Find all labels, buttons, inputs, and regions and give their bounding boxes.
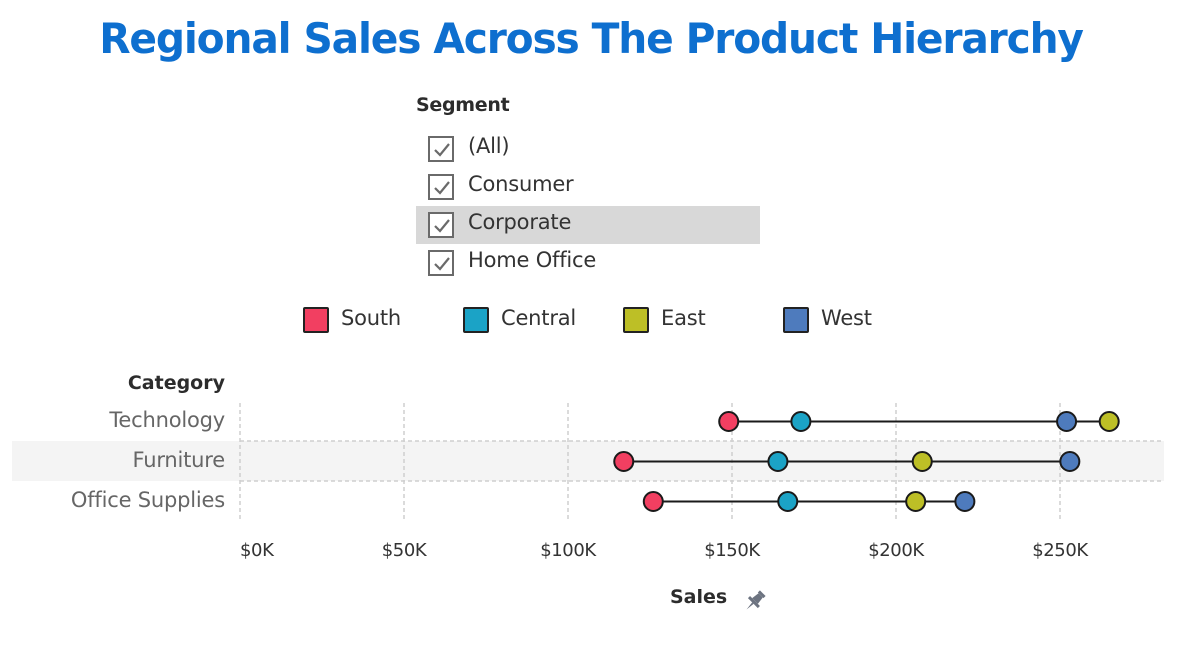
segment-option-label: Corporate bbox=[468, 210, 572, 234]
checkmark-icon bbox=[434, 143, 450, 157]
x-tick-label: $250K bbox=[1032, 540, 1088, 561]
legend-swatch bbox=[783, 307, 809, 333]
data-point-east bbox=[911, 451, 933, 472]
data-point-west bbox=[1056, 411, 1078, 432]
data-point-central bbox=[790, 411, 812, 432]
x-tick-label: $100K bbox=[540, 540, 596, 561]
x-tick-label: $50K bbox=[381, 540, 427, 561]
data-point-central bbox=[777, 491, 799, 512]
checkmark-icon bbox=[434, 257, 450, 271]
segment-option-label: Consumer bbox=[468, 172, 574, 196]
segment-checkbox[interactable] bbox=[428, 174, 454, 200]
data-point-east bbox=[1098, 411, 1120, 432]
legend-label: West bbox=[821, 306, 872, 330]
segment-option[interactable]: Home Office bbox=[416, 244, 760, 282]
pin-icon[interactable] bbox=[742, 588, 768, 618]
x-tick-label: $200K bbox=[868, 540, 924, 561]
data-point-south bbox=[642, 491, 664, 512]
data-point-west bbox=[1059, 451, 1081, 472]
segment-option[interactable]: Corporate bbox=[416, 206, 760, 244]
segment-option[interactable]: Consumer bbox=[416, 168, 760, 206]
data-point-south bbox=[718, 411, 740, 432]
x-axis-title: Sales bbox=[670, 586, 728, 608]
legend-label: South bbox=[341, 306, 402, 330]
x-tick-label: $150K bbox=[704, 540, 760, 561]
segment-filter-title: Segment bbox=[416, 94, 510, 116]
legend-swatch bbox=[623, 307, 649, 333]
legend-swatch bbox=[463, 307, 489, 333]
segment-option[interactable]: (All) bbox=[416, 130, 760, 168]
category-label: Office Supplies bbox=[70, 488, 225, 512]
checkmark-icon bbox=[434, 181, 450, 195]
segment-checkbox[interactable] bbox=[428, 136, 454, 162]
data-point-central bbox=[767, 451, 789, 472]
category-label: Furniture bbox=[132, 448, 226, 472]
segment-checkbox[interactable] bbox=[428, 212, 454, 238]
category-label: Technology bbox=[109, 408, 225, 432]
segment-checkbox[interactable] bbox=[428, 250, 454, 276]
data-point-south bbox=[613, 451, 635, 472]
x-tick-label: $0K bbox=[240, 540, 274, 561]
data-point-west bbox=[954, 491, 976, 512]
legend-label: Central bbox=[501, 306, 577, 330]
dashboard-title: Regional Sales Across The Product Hierar… bbox=[99, 14, 1084, 63]
checkmark-icon bbox=[434, 219, 450, 233]
segment-option-label: (All) bbox=[468, 134, 510, 158]
segment-option-label: Home Office bbox=[468, 248, 597, 272]
category-axis-title: Category bbox=[127, 372, 225, 394]
legend-swatch bbox=[303, 307, 329, 333]
legend-label: East bbox=[661, 306, 706, 330]
data-point-east bbox=[905, 491, 927, 512]
